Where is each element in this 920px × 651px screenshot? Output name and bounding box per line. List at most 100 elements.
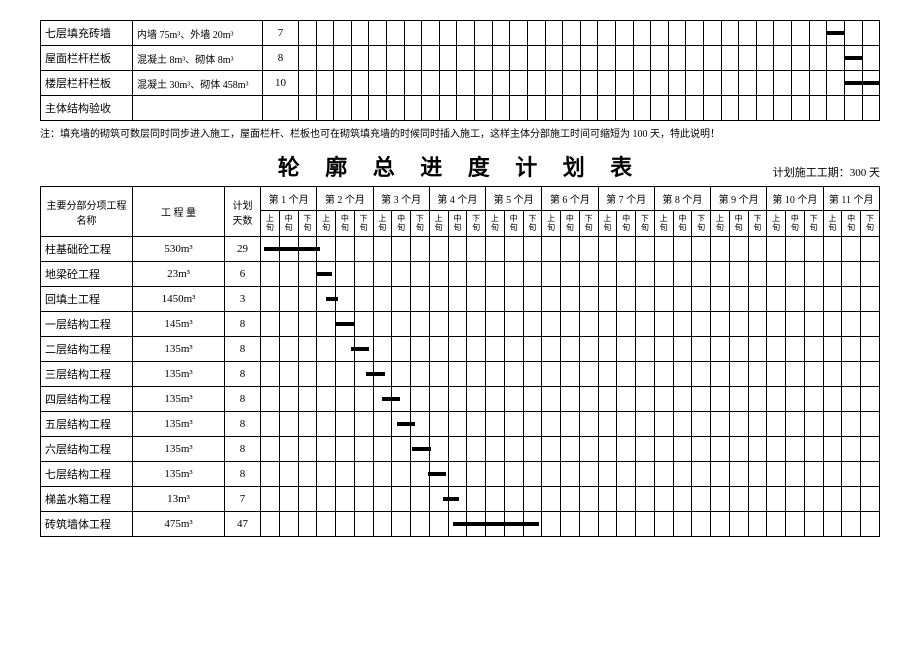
gantt-cell <box>261 287 880 312</box>
gantt-bar <box>382 397 401 401</box>
row-days: 8 <box>225 337 261 362</box>
row-qty: 混凝土 8m³、砌体 8m³ <box>133 46 263 71</box>
row-days: 7 <box>263 21 299 46</box>
gantt-cell <box>299 46 880 71</box>
row-name: 屋面栏杆栏板 <box>41 46 133 71</box>
row-days: 10 <box>263 71 299 96</box>
header-sub: 下旬 <box>298 211 317 237</box>
row-days: 8 <box>225 462 261 487</box>
row-days: 3 <box>225 287 261 312</box>
schedule-row: 六层结构工程135m³8 <box>41 437 880 462</box>
row-name: 三层结构工程 <box>41 362 133 387</box>
header-month: 第 2 个月 <box>317 187 373 211</box>
header-sub: 上旬 <box>429 211 448 237</box>
header-sub: 上旬 <box>317 211 336 237</box>
gantt-cell <box>299 96 880 121</box>
header-sub: 中旬 <box>504 211 523 237</box>
header-sub: 上旬 <box>711 211 730 237</box>
schedule-row: 二层结构工程135m³8 <box>41 337 880 362</box>
title-text: 轮 廓 总 进 度 计 划 表 <box>278 155 643 180</box>
header-name: 主要分部分项工程名称 <box>41 187 133 237</box>
row-qty: 混凝土 30m³、砌体 458m³ <box>133 71 263 96</box>
schedule-row: 四层结构工程135m³8 <box>41 387 880 412</box>
header-sub: 下旬 <box>354 211 373 237</box>
gantt-bar <box>335 322 354 326</box>
gantt-cell <box>261 362 880 387</box>
top-row: 楼层栏杆栏板混凝土 30m³、砌体 458m³10 <box>41 71 880 96</box>
header-sub: 中旬 <box>392 211 411 237</box>
row-days: 8 <box>225 387 261 412</box>
row-name: 一层结构工程 <box>41 312 133 337</box>
row-qty: 135m³ <box>133 412 225 437</box>
header-sub: 下旬 <box>804 211 823 237</box>
row-qty: 135m³ <box>133 462 225 487</box>
gantt-bar <box>264 247 320 251</box>
header-month: 第 5 个月 <box>486 187 542 211</box>
schedule-row: 一层结构工程145m³8 <box>41 312 880 337</box>
header-days: 计划天数 <box>225 187 261 237</box>
header-month: 第 3 个月 <box>373 187 429 211</box>
header-sub: 中旬 <box>617 211 636 237</box>
header-sub: 中旬 <box>561 211 580 237</box>
header-sub: 上旬 <box>486 211 505 237</box>
header-sub: 下旬 <box>467 211 486 237</box>
header-month: 第 11 个月 <box>823 187 880 211</box>
header-month: 第 6 个月 <box>542 187 598 211</box>
header-sub: 下旬 <box>861 211 880 237</box>
row-days: 6 <box>225 262 261 287</box>
gantt-bar <box>412 447 431 451</box>
row-days: 8 <box>225 412 261 437</box>
header-sub: 下旬 <box>523 211 542 237</box>
header-sub: 上旬 <box>654 211 673 237</box>
top-row: 七层填充砖墙内墙 75m³、外墙 20m³7 <box>41 21 880 46</box>
row-qty: 530m³ <box>133 237 225 262</box>
row-qty: 135m³ <box>133 437 225 462</box>
row-qty: 13m³ <box>133 487 225 512</box>
gantt-bar <box>443 497 458 501</box>
gantt-bar <box>453 522 540 526</box>
row-qty: 1450m³ <box>133 287 225 312</box>
gantt-bar <box>326 297 338 301</box>
top-row: 屋面栏杆栏板混凝土 8m³、砌体 8m³8 <box>41 46 880 71</box>
header-sub: 下旬 <box>748 211 767 237</box>
schedule-row: 地梁砼工程23m³6 <box>41 262 880 287</box>
header-sub: 上旬 <box>542 211 561 237</box>
gantt-cell <box>299 71 880 96</box>
row-qty: 145m³ <box>133 312 225 337</box>
gantt-bar <box>397 422 416 426</box>
header-sub: 中旬 <box>279 211 298 237</box>
row-days: 8 <box>225 312 261 337</box>
header-sub: 中旬 <box>336 211 355 237</box>
header-sub: 中旬 <box>786 211 805 237</box>
row-qty: 135m³ <box>133 362 225 387</box>
gantt-cell <box>261 262 880 287</box>
header-sub: 中旬 <box>673 211 692 237</box>
row-name: 主体结构验收 <box>41 96 133 121</box>
schedule-row: 七层结构工程135m³8 <box>41 462 880 487</box>
gantt-bar <box>366 372 385 376</box>
row-name: 五层结构工程 <box>41 412 133 437</box>
header-sub: 上旬 <box>598 211 617 237</box>
row-name: 回填土工程 <box>41 287 133 312</box>
header-sub: 下旬 <box>411 211 430 237</box>
row-days: 8 <box>225 362 261 387</box>
header-sub: 中旬 <box>448 211 467 237</box>
gantt-cell <box>261 437 880 462</box>
header-month: 第 4 个月 <box>429 187 485 211</box>
gantt-bar <box>428 472 447 476</box>
row-name: 二层结构工程 <box>41 337 133 362</box>
row-name: 六层结构工程 <box>41 437 133 462</box>
row-name: 柱基础砼工程 <box>41 237 133 262</box>
header-sub: 下旬 <box>692 211 711 237</box>
header-sub: 下旬 <box>636 211 655 237</box>
header-month: 第 7 个月 <box>598 187 654 211</box>
row-days <box>263 96 299 121</box>
schedule-row: 五层结构工程135m³8 <box>41 412 880 437</box>
header-row-1: 主要分部分项工程名称工 程 量计划天数第 1 个月第 2 个月第 3 个月第 4… <box>41 187 880 211</box>
header-month: 第 9 个月 <box>711 187 767 211</box>
gantt-cell <box>261 312 880 337</box>
header-sub: 中旬 <box>842 211 861 237</box>
row-qty <box>133 96 263 121</box>
header-sub: 上旬 <box>823 211 842 237</box>
row-name: 七层结构工程 <box>41 462 133 487</box>
